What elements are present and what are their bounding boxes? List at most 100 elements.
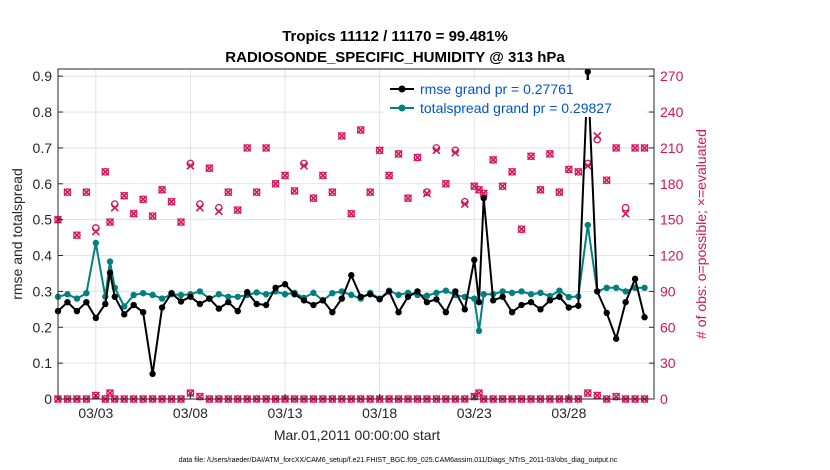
- chart-title-line1: Tropics 11112 / 11170 = 99.481%: [282, 28, 508, 45]
- totalspread-point: [329, 289, 336, 297]
- obs-evaluated-marker: [474, 388, 484, 398]
- totalspread-point: [433, 289, 440, 297]
- rmse-point: [121, 311, 128, 318]
- rmse-point: [168, 289, 175, 297]
- y-tick-label-left: 0.7: [33, 140, 53, 156]
- totalspread-point: [64, 291, 71, 298]
- rmse-point: [518, 301, 525, 309]
- obs-evaluated-marker: [91, 227, 100, 236]
- obs-evaluated-marker: [337, 131, 346, 141]
- rmse-point: [357, 293, 364, 300]
- totalspread-point: [196, 288, 204, 295]
- legend-spread-marker: [398, 104, 406, 112]
- obs-evaluated-marker: [271, 179, 280, 188]
- obs-possible-marker: [640, 144, 649, 152]
- obs-evaluated-marker: [564, 165, 573, 174]
- obs-evaluated-marker: [640, 143, 649, 152]
- rmse-point: [442, 308, 450, 316]
- rmse-point: [612, 335, 620, 342]
- obs-possible-marker: [375, 146, 384, 155]
- rmse-point: [64, 298, 71, 306]
- y-tick-label-right: 0: [660, 391, 668, 407]
- y-tick-label-right: 60: [660, 319, 676, 335]
- rmse-point: [196, 300, 204, 308]
- totalspread-point: [508, 289, 516, 297]
- obs-possible-marker: [328, 188, 337, 197]
- obs-evaluated-marker: [545, 149, 555, 158]
- obs-possible-marker: [224, 188, 233, 197]
- rmse-point: [404, 293, 412, 300]
- obs-evaluated-marker: [385, 171, 394, 180]
- totalspread-point: [442, 287, 450, 294]
- totalspread-point: [348, 291, 355, 299]
- obs-evaluated-marker: [252, 188, 261, 197]
- obs-possible-marker: [583, 389, 592, 397]
- obs-possible-marker: [177, 218, 185, 226]
- rmse-point: [433, 296, 440, 303]
- legend-rmse-marker: [398, 85, 406, 93]
- totalspread-point: [641, 284, 648, 292]
- rmse-point: [300, 297, 308, 304]
- rmse-point: [475, 298, 483, 306]
- chart-title-line2: RADIOSONDE_SPECIFIC_HUMIDITY @ 313 hPa: [225, 49, 565, 66]
- obs-evaluated-marker: [139, 195, 148, 204]
- obs-evaluated-marker: [366, 188, 375, 197]
- obs-possible-marker: [621, 203, 630, 212]
- rmse-point: [471, 256, 478, 264]
- rmse-point: [329, 308, 336, 316]
- totalspread-point: [423, 292, 431, 299]
- rmse-point: [253, 300, 260, 308]
- totalspread-point: [281, 291, 289, 298]
- obs-possible-marker: [319, 171, 327, 180]
- x-axis: 03/03 03/08 03/13 03/18 03/23 03/28: [78, 394, 587, 421]
- obs-evaluated-marker: [243, 143, 252, 152]
- obs-possible-marker: [205, 164, 214, 173]
- totalspread-point: [92, 239, 100, 247]
- obs-evaluated-marker: [309, 194, 318, 203]
- obs-evaluated-marker: [290, 186, 299, 196]
- obs-possible-marker: [366, 188, 375, 197]
- rmse-point: [556, 293, 563, 300]
- obs-possible-marker: [413, 153, 422, 162]
- obs-possible-marker: [158, 185, 166, 194]
- totalspread-point: [177, 291, 185, 299]
- obs-evaluated-marker: [574, 167, 583, 176]
- obs-possible-marker: [527, 152, 535, 161]
- obs-evaluated-marker: [498, 182, 507, 191]
- obs-possible-marker: [555, 188, 564, 197]
- obs-evaluated-marker: [186, 161, 195, 170]
- totalspread-point: [234, 293, 241, 300]
- rmse-point: [319, 297, 327, 304]
- y-tick-label-right: 150: [660, 212, 684, 228]
- rmse-point: [622, 298, 629, 306]
- obs-evaluated-marker: [157, 185, 167, 194]
- obs-possible-marker: [139, 195, 147, 204]
- rmse-point: [565, 304, 573, 311]
- obs-possible-marker: [536, 185, 545, 194]
- obs-evaluated-marker: [474, 185, 484, 194]
- totalspread-point: [612, 284, 620, 292]
- obs-possible-marker: [475, 185, 483, 194]
- rmse-point: [291, 291, 298, 298]
- totalspread-point: [73, 295, 81, 302]
- obs-possible-marker: [565, 165, 573, 174]
- obs-possible-marker: [309, 194, 318, 202]
- y-tick-label-right: 180: [660, 176, 684, 192]
- totalspread-point: [149, 291, 156, 299]
- rmse-point: [262, 301, 270, 309]
- obs-evaluated-marker: [280, 171, 290, 180]
- rmse-point: [489, 297, 497, 304]
- rmse-line: [57, 71, 646, 375]
- obs-possible-marker: [546, 150, 554, 158]
- totalspread-point: [556, 287, 563, 294]
- obs-evaluated-marker: [176, 217, 186, 227]
- obs-possible-marker: [612, 144, 621, 152]
- x-tick-label: 03/18: [362, 405, 397, 421]
- rmse-point: [527, 298, 535, 306]
- totalspread-point: [565, 293, 573, 301]
- obs-evaluated-marker: [224, 188, 233, 197]
- obs-evaluated-marker: [536, 185, 545, 194]
- obs-possible-marker: [631, 144, 639, 152]
- obs-possible-marker: [337, 132, 346, 140]
- obs-possible-marker: [394, 150, 403, 158]
